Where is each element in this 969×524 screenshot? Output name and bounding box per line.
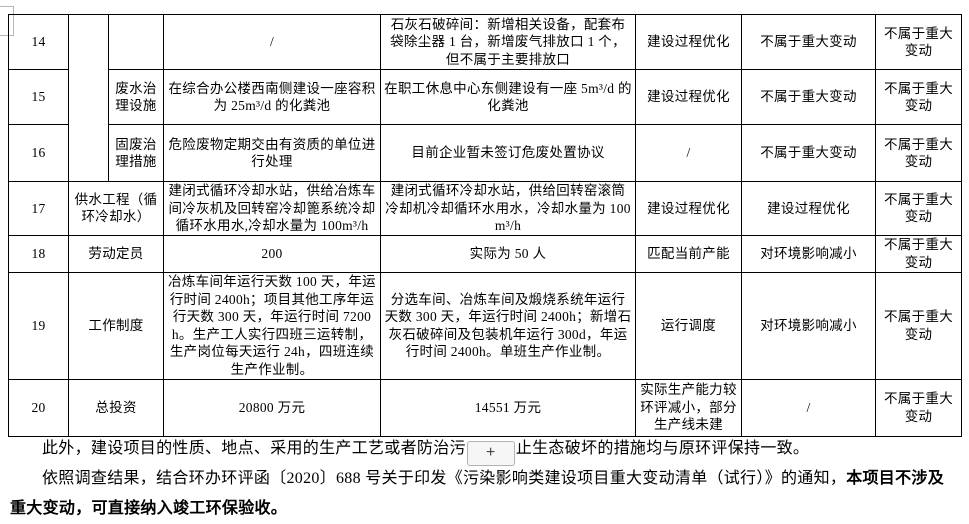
category-cell: 劳动定员 xyxy=(68,234,164,273)
actual-build-cell: 实际为 50 人 xyxy=(380,234,636,273)
conclusion-text-normal: 依照调查结果，结合环办环评函〔2020〕688 号关于印发《污染影响类建设项目重… xyxy=(42,470,847,487)
table-row: 15 废水治理设施 在综合办公楼西南侧建设一座容积为 25m³/d 的化粪池 在… xyxy=(8,69,962,125)
row-number: 16 xyxy=(8,124,69,182)
conclusion-cell: 不属于重大变动 xyxy=(875,378,962,437)
actual-build-cell: 石灰石破碎间：新增相关设备，配套布袋除尘器 1 台，新增废气排放口 1 个，但不… xyxy=(380,14,636,70)
original-eia-cell: 建闭式循环冷却水站，供给冶炼车间冷灰机及回转窑冷却篦系统冷却循环水用水,冷却水量… xyxy=(163,181,381,236)
impact-cell: 不属于重大变动 xyxy=(741,69,876,125)
major-change-comparison-table: 14 / 石灰石破碎间：新增相关设备，配套布袋除尘器 1 台，新增废气排放口 1… xyxy=(8,14,962,437)
subcategory-cell xyxy=(108,14,164,70)
actual-build-cell: 在职工休息中心东侧建设有一座 5m³/d 的化粪池 xyxy=(380,69,636,125)
conclusion-text-bold: 本项目不涉及重大变动，可直接纳入竣工环保验收。 xyxy=(10,470,945,517)
original-eia-cell: 20800 万元 xyxy=(163,378,381,437)
impact-cell: 对环境影响减小 xyxy=(741,271,876,380)
row-number: 20 xyxy=(8,378,69,437)
original-eia-cell: 危险废物定期交由有资质的单位进行处理 xyxy=(163,124,381,182)
impact-cell: 建设过程优化 xyxy=(741,181,876,236)
category-cell-merged xyxy=(68,14,109,182)
table-row: 16 固废治理措施 危险废物定期交由有资质的单位进行处理 目前企业暂未签订危废处… xyxy=(8,124,962,182)
note-paragraph-conclusion: 依照调查结果，结合环办环评函〔2020〕688 号关于印发《污染影响类建设项目重… xyxy=(10,464,960,524)
change-nature-cell: / xyxy=(635,124,742,182)
row-number: 14 xyxy=(8,14,69,70)
original-eia-cell: 200 xyxy=(163,234,381,273)
row-number: 18 xyxy=(8,234,69,273)
conclusion-cell: 不属于重大变动 xyxy=(875,234,962,273)
change-nature-cell: 建设过程优化 xyxy=(635,181,742,236)
change-nature-cell: 匹配当前产能 xyxy=(635,234,742,273)
change-nature-cell: 建设过程优化 xyxy=(635,69,742,125)
conclusion-cell: 不属于重大变动 xyxy=(875,181,962,236)
note-text-before-button: 此外，建设项目的性质、地点、采用的生产工艺或者防治污 xyxy=(42,440,466,457)
category-cell: 供水工程（循环冷却水） xyxy=(68,181,164,236)
row-number: 15 xyxy=(8,69,69,125)
actual-build-cell: 目前企业暂未签订危废处置协议 xyxy=(380,124,636,182)
original-eia-cell: 在综合办公楼西南侧建设一座容积为 25m³/d 的化粪池 xyxy=(163,69,381,125)
row-number: 19 xyxy=(8,271,69,380)
conclusion-cell: 不属于重大变动 xyxy=(875,14,962,70)
table-row: 17 供水工程（循环冷却水） 建闭式循环冷却水站，供给冶炼车间冷灰机及回转窑冷却… xyxy=(8,181,962,236)
impact-cell: 不属于重大变动 xyxy=(741,124,876,182)
change-nature-cell: 运行调度 xyxy=(635,271,742,380)
conclusion-cell: 不属于重大变动 xyxy=(875,271,962,380)
table-row: 18 劳动定员 200 实际为 50 人 匹配当前产能 对环境影响减小 不属于重… xyxy=(8,234,962,273)
conclusion-cell: 不属于重大变动 xyxy=(875,69,962,125)
subcategory-cell: 废水治理设施 xyxy=(108,69,164,125)
impact-cell: 对环境影响减小 xyxy=(741,234,876,273)
change-nature-cell: 建设过程优化 xyxy=(635,14,742,70)
add-comment-button[interactable]: + xyxy=(466,441,515,466)
subcategory-cell: 固废治理措施 xyxy=(108,124,164,182)
change-nature-cell: 实际生产能力较环评减小，部分生产线未建 xyxy=(635,378,742,437)
table-row: 20 总投资 20800 万元 14551 万元 实际生产能力较环评减小，部分生… xyxy=(8,378,962,437)
original-eia-cell: 冶炼车间年运行天数 100 天，年运行时间 2400h；项目其他工序年运行天数 … xyxy=(163,271,381,380)
impact-cell: 不属于重大变动 xyxy=(741,14,876,70)
category-cell: 工作制度 xyxy=(68,271,164,380)
table-row: 19 工作制度 冶炼车间年运行天数 100 天，年运行时间 2400h；项目其他… xyxy=(8,271,962,380)
note-text-after-button: 止生态破坏的措施均与原环评保持一致。 xyxy=(515,440,810,457)
row-number: 17 xyxy=(8,181,69,236)
original-eia-cell: / xyxy=(163,14,381,70)
conclusion-cell: 不属于重大变动 xyxy=(875,124,962,182)
actual-build-cell: 分选车间、冶炼车间及煅烧系统年运行天数 300 天，年运行时间 2400h；新增… xyxy=(380,271,636,380)
actual-build-cell: 14551 万元 xyxy=(380,378,636,437)
impact-cell: / xyxy=(741,378,876,437)
category-cell: 总投资 xyxy=(68,378,164,437)
table-row: 14 / 石灰石破碎间：新增相关设备，配套布袋除尘器 1 台，新增废气排放口 1… xyxy=(8,14,962,182)
actual-build-cell: 建闭式循环冷却水站，供给回转窑滚筒冷却机冷却循环水用水，冷却水量为 100m³/… xyxy=(380,181,636,236)
note-paragraph-consistency: 此外，建设项目的性质、地点、采用的生产工艺或者防治污 + 止生态破坏的措施均与原环评… xyxy=(10,434,960,466)
